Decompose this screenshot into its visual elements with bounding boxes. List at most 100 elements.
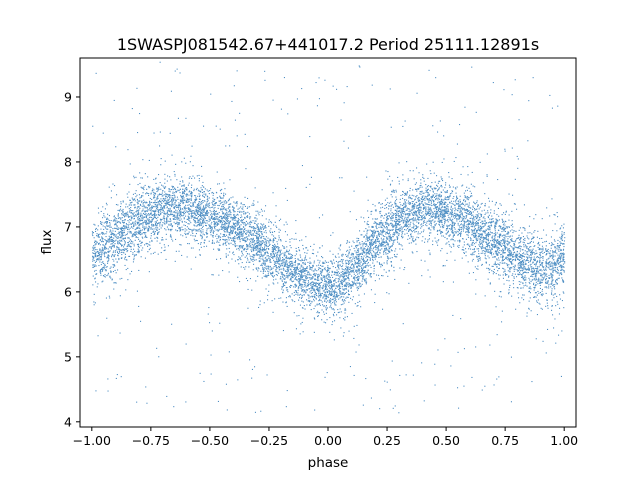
scatter-point: [197, 216, 199, 218]
scatter-point: [521, 264, 523, 266]
scatter-point: [477, 227, 479, 229]
scatter-point: [427, 195, 429, 197]
scatter-point: [137, 244, 139, 246]
scatter-point: [384, 227, 386, 229]
scatter-point: [212, 213, 214, 215]
scatter-point: [447, 203, 449, 205]
scatter-point: [370, 276, 372, 278]
scatter-point: [256, 249, 258, 251]
scatter-point: [517, 253, 519, 255]
scatter-point: [93, 223, 95, 225]
scatter-point: [197, 195, 199, 197]
scatter-point: [299, 280, 301, 282]
scatter-point: [243, 239, 245, 241]
scatter-point: [475, 230, 477, 232]
scatter-point: [347, 254, 349, 256]
scatter-point: [129, 239, 131, 241]
scatter-point: [391, 250, 393, 252]
scatter-point: [276, 246, 278, 248]
scatter-point: [152, 252, 154, 254]
scatter-point: [267, 254, 269, 256]
scatter-point: [144, 257, 146, 259]
scatter-point: [159, 193, 161, 195]
scatter-point: [134, 233, 136, 235]
scatter-point: [325, 305, 327, 307]
scatter-point: [227, 213, 229, 215]
scatter-point: [357, 254, 359, 256]
scatter-point: [360, 234, 362, 236]
scatter-point: [146, 192, 148, 194]
scatter-point: [333, 315, 335, 317]
scatter-point: [237, 211, 239, 213]
scatter-point: [232, 222, 234, 224]
scatter-point: [522, 269, 524, 271]
scatter-point: [102, 267, 104, 269]
scatter-point: [513, 243, 515, 245]
scatter-point: [213, 201, 215, 203]
scatter-point: [510, 257, 512, 259]
scatter-point: [173, 206, 175, 208]
scatter-point: [174, 70, 176, 72]
scatter-point: [509, 258, 511, 260]
scatter-point: [268, 221, 270, 223]
scatter-point: [333, 259, 335, 261]
scatter-point: [379, 222, 381, 224]
scatter-point: [397, 241, 399, 243]
scatter-point: [149, 244, 151, 246]
scatter-point: [519, 271, 521, 273]
scatter-point: [293, 291, 295, 293]
scatter-point: [446, 242, 448, 244]
scatter-point: [395, 229, 397, 231]
scatter-point: [228, 271, 230, 273]
scatter-point: [386, 242, 388, 244]
scatter-point: [427, 192, 429, 194]
scatter-point: [476, 229, 478, 231]
scatter-point: [559, 294, 561, 296]
scatter-point: [273, 259, 275, 261]
scatter-point: [121, 244, 123, 246]
scatter-point: [198, 198, 200, 200]
scatter-point: [275, 261, 277, 263]
scatter-point: [539, 262, 541, 264]
scatter-point: [531, 268, 533, 270]
scatter-point: [475, 279, 477, 281]
scatter-point: [148, 249, 150, 251]
scatter-point: [443, 212, 445, 214]
scatter-point: [334, 279, 336, 281]
scatter-point: [426, 186, 428, 188]
scatter-point: [153, 206, 155, 208]
scatter-point: [562, 281, 564, 283]
scatter-point: [247, 280, 249, 282]
scatter-point: [189, 228, 191, 230]
scatter-point: [508, 248, 510, 250]
scatter-point: [365, 250, 367, 252]
scatter-point: [430, 201, 432, 203]
scatter-point: [109, 238, 111, 240]
scatter-point: [433, 196, 435, 198]
scatter-point: [441, 178, 443, 180]
scatter-point: [121, 213, 123, 215]
scatter-point: [186, 226, 188, 228]
scatter-point: [286, 223, 288, 225]
scatter-point: [539, 282, 541, 284]
scatter-point: [200, 212, 202, 214]
scatter-point: [509, 269, 511, 271]
scatter-point: [555, 267, 557, 269]
scatter-point: [166, 219, 168, 221]
scatter-point: [332, 302, 334, 304]
scatter-point: [230, 231, 232, 233]
scatter-point: [291, 254, 293, 256]
scatter-point: [422, 231, 424, 233]
scatter-point: [419, 191, 421, 193]
scatter-point: [306, 274, 308, 276]
scatter-point: [370, 239, 372, 241]
scatter-point: [414, 220, 416, 222]
scatter-point: [255, 267, 257, 269]
scatter-point: [362, 243, 364, 245]
scatter-point: [319, 260, 321, 262]
scatter-point: [356, 240, 358, 242]
scatter-point: [321, 281, 323, 283]
scatter-point: [158, 356, 160, 358]
scatter-point: [117, 241, 119, 243]
scatter-point: [99, 271, 101, 273]
